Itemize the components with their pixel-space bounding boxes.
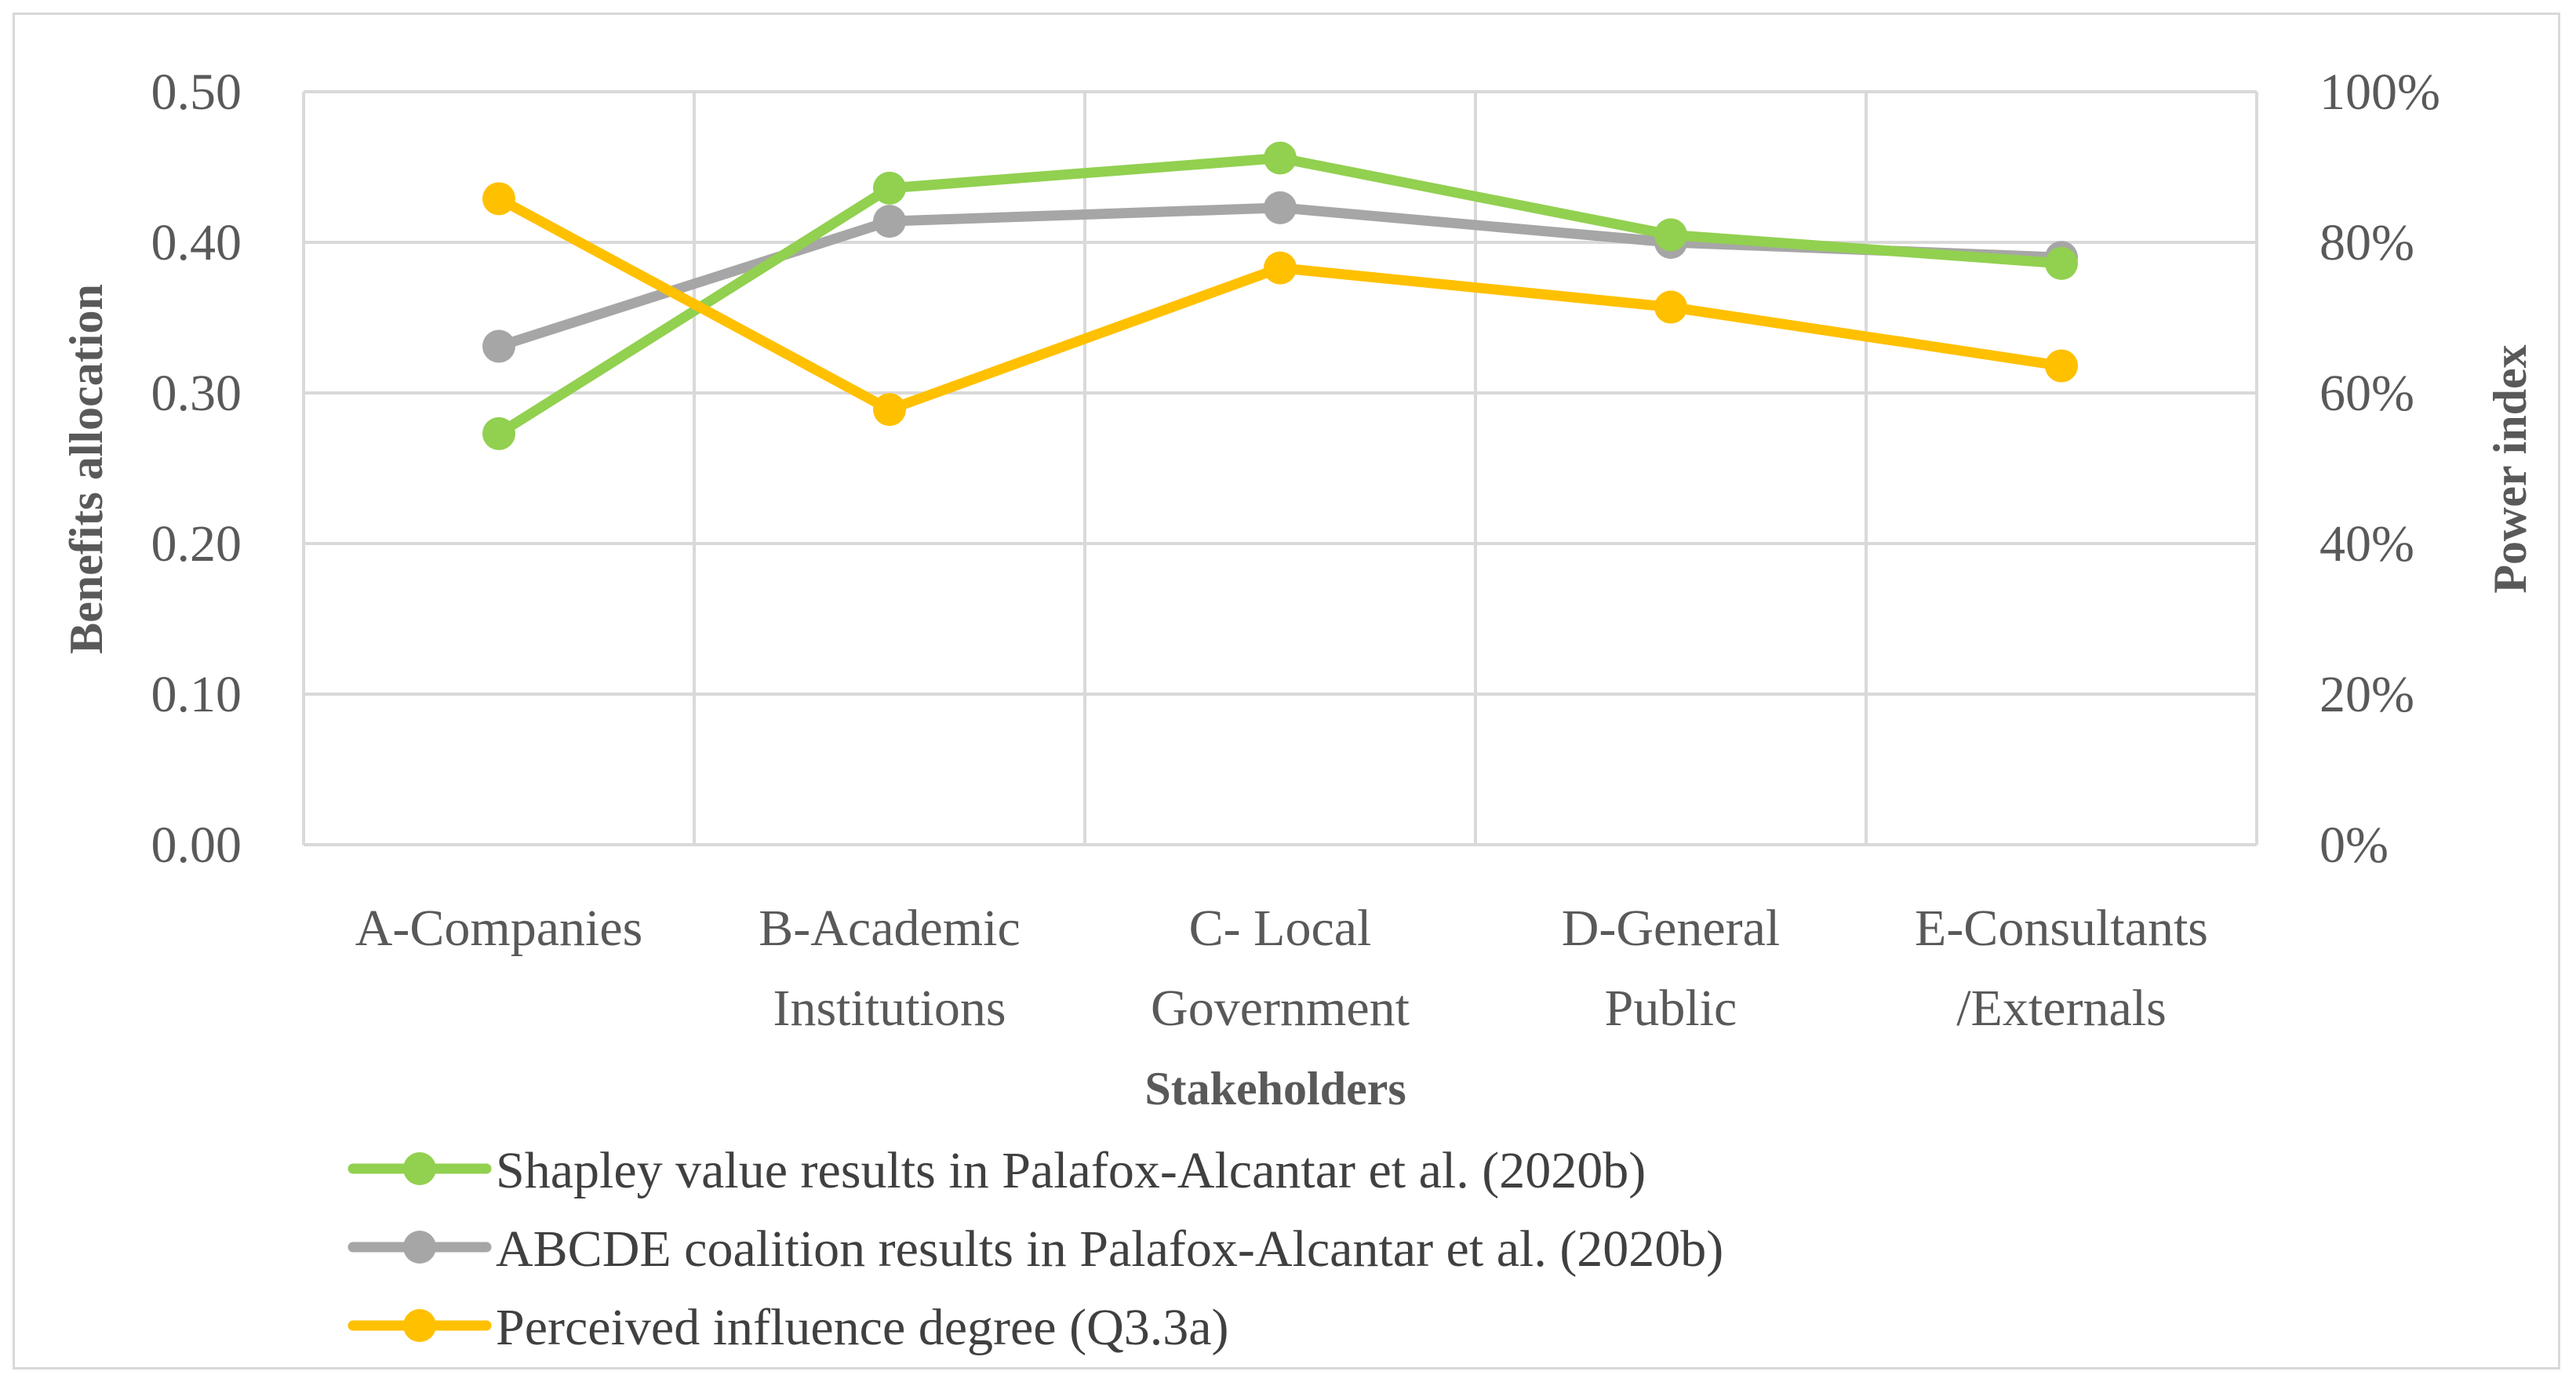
x-category-label: B-Academic <box>759 900 1021 957</box>
x-category-label: A-Companies <box>355 900 643 957</box>
y2-axis-ticks: 0% 20% 40% 60% 80% 100% <box>2319 64 2440 874</box>
legend-label: Shapley value results in Palafox-Alcanta… <box>496 1142 1646 1199</box>
data-point <box>1654 290 1687 324</box>
y-axis-title: Benefits allocation <box>60 284 112 654</box>
x-category-label: D-General <box>1562 900 1781 957</box>
x-category-label: C- Local <box>1189 900 1372 957</box>
data-point <box>873 205 906 238</box>
y2-tick-label: 60% <box>2319 365 2414 422</box>
data-point <box>2045 246 2078 280</box>
y-tick-label: 0.10 <box>151 666 242 723</box>
data-point <box>482 329 515 363</box>
legend-label: ABCDE coalition results in Palafox-Alcan… <box>496 1220 1723 1278</box>
legend-label: Perceived influence degree (Q3.3a) <box>496 1299 1229 1356</box>
y2-tick-label: 20% <box>2319 666 2414 723</box>
data-point <box>1264 191 1297 224</box>
series-line <box>493 193 2067 415</box>
legend-swatch-marker <box>403 1309 436 1342</box>
data-point <box>1264 251 1297 285</box>
x-category-label: Institutions <box>773 980 1006 1037</box>
x-axis-title: Stakeholders <box>1144 1063 1406 1115</box>
x-category-label: E-Consultants <box>1915 900 2208 957</box>
legend-swatch-marker <box>403 1152 436 1185</box>
x-category-label: /Externals <box>1956 980 2167 1037</box>
y2-tick-label: 40% <box>2319 515 2414 573</box>
data-point <box>1264 141 1297 175</box>
y2-axis-title: Power index <box>2484 344 2536 593</box>
y-tick-label: 0.20 <box>151 515 242 573</box>
legend-swatch-marker <box>403 1231 436 1264</box>
data-point <box>482 416 515 450</box>
y2-tick-label: 80% <box>2319 214 2414 271</box>
data-point <box>482 182 515 216</box>
y-tick-label: 0.00 <box>151 817 242 874</box>
chart-frame <box>13 13 2560 1369</box>
x-category-label: Public <box>1605 980 1737 1037</box>
data-point <box>2045 349 2078 383</box>
y-tick-label: 0.50 <box>151 64 242 121</box>
y2-tick-label: 0% <box>2319 817 2389 874</box>
legend: Shapley value results in Palafox-Alcanta… <box>347 1142 1723 1356</box>
data-point <box>873 393 906 427</box>
data-point <box>873 171 906 205</box>
y-tick-label: 0.40 <box>151 214 242 271</box>
data-point <box>1654 218 1687 252</box>
y-axis-ticks: 0.00 0.10 0.20 0.30 0.40 0.50 <box>151 64 242 874</box>
series-layer <box>482 141 2078 450</box>
y-tick-label: 0.30 <box>151 365 242 422</box>
x-axis-categories: A-Companies B-Academic Institutions C- Loca… <box>355 900 2208 1037</box>
x-category-label: Government <box>1151 980 1410 1037</box>
y2-tick-label: 100% <box>2319 64 2440 121</box>
